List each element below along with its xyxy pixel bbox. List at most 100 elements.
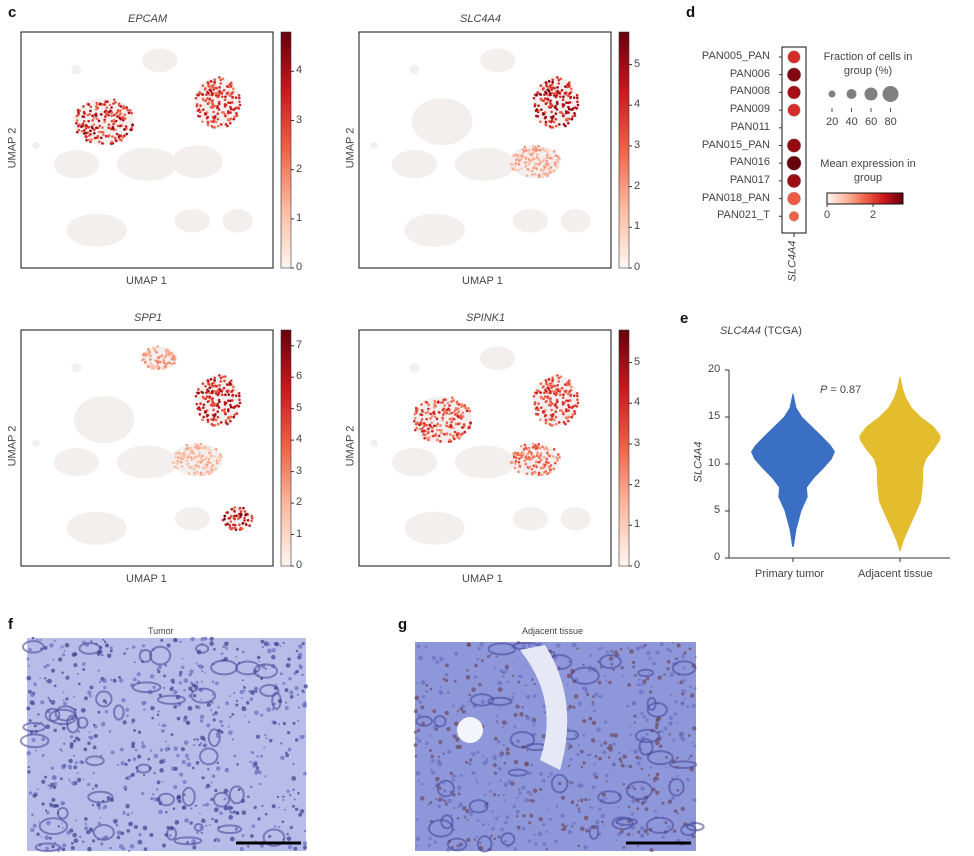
umap-cell (556, 384, 559, 387)
umap-cell (537, 158, 541, 161)
gland-structure (21, 640, 45, 654)
cell-nucleus (497, 687, 503, 692)
cell-nucleus (178, 681, 183, 685)
cell-nucleus (259, 843, 264, 848)
cell-nucleus (59, 646, 62, 649)
cell-nucleus (184, 753, 189, 758)
gland-structure (253, 663, 278, 679)
umap-cell (433, 424, 436, 428)
cell-nucleus (302, 702, 307, 708)
cell-nucleus (428, 734, 432, 737)
umap-cell (103, 118, 106, 122)
cell-nucleus (645, 718, 649, 722)
cell-nucleus (667, 799, 673, 804)
cell-nucleus (627, 647, 629, 650)
cell-nucleus (542, 842, 547, 846)
cell-nucleus (594, 754, 598, 758)
size-legend-dot (882, 86, 899, 102)
cell-nucleus (261, 804, 264, 808)
umap-cell (216, 456, 220, 459)
umap-cell (116, 115, 119, 118)
cell-nucleus (200, 831, 203, 834)
umap-cell (214, 467, 218, 471)
umap-cell (522, 447, 526, 451)
umap-cell (199, 473, 203, 477)
umap-cell (549, 99, 552, 102)
cell-nucleus (211, 693, 214, 696)
cell-nucleus (65, 697, 69, 701)
umap-cluster (479, 48, 516, 73)
umap-cell (438, 411, 441, 414)
umap-cell (101, 142, 104, 145)
cell-nucleus (534, 842, 538, 846)
cell-nucleus (133, 728, 136, 732)
umap-cell (187, 472, 191, 475)
cell-nucleus (469, 752, 472, 755)
cell-nucleus (220, 724, 224, 728)
cell-nucleus (284, 808, 286, 811)
umap-cell (451, 426, 455, 430)
cell-nucleus (132, 677, 137, 682)
umap-cell (96, 126, 100, 130)
cell-nucleus (237, 788, 241, 792)
cell-nucleus (53, 684, 57, 688)
cell-nucleus (242, 651, 245, 654)
cell-nucleus (183, 740, 189, 745)
umap-cell (220, 409, 224, 412)
umap-cell (539, 382, 543, 385)
umap-cell (203, 445, 206, 449)
umap-cell (238, 96, 241, 100)
umap-cell (527, 168, 531, 172)
cell-nucleus (73, 740, 77, 743)
cell-nucleus (176, 794, 182, 799)
cell-nucleus (625, 765, 628, 768)
umap-cell (223, 408, 227, 411)
cell-nucleus (156, 713, 160, 717)
cell-nucleus (461, 709, 466, 714)
umap-cell (208, 472, 212, 475)
cell-nucleus (529, 813, 534, 818)
umap-cell (95, 105, 98, 108)
gland-structure (84, 755, 105, 767)
size-legend-dot (846, 89, 857, 99)
umap-cell (210, 468, 214, 471)
umap-cell (556, 374, 559, 377)
cell-nucleus (112, 678, 117, 683)
cell-nucleus (435, 776, 440, 782)
cell-nucleus (582, 761, 586, 765)
umap-cell (186, 462, 190, 466)
umap-cell (220, 393, 224, 397)
cell-nucleus (292, 721, 296, 725)
umap-cell (534, 471, 537, 474)
umap-cell (202, 406, 205, 409)
umap-cell (226, 409, 230, 413)
umap-cell (538, 455, 542, 458)
cell-nucleus (492, 755, 497, 761)
cell-nucleus (132, 757, 137, 761)
colorbar-tick-label: 7 (296, 338, 303, 351)
umap-cell (238, 398, 241, 402)
umap-cell (551, 78, 554, 82)
umap-cell (108, 103, 112, 107)
umap-cell (525, 472, 529, 475)
cell-nucleus (547, 775, 550, 778)
umap-cell (557, 123, 561, 126)
umap-cell (442, 413, 445, 416)
cell-nucleus (100, 754, 103, 757)
cell-nucleus (679, 680, 684, 685)
umap-cell (461, 426, 464, 429)
cell-nucleus (583, 815, 589, 821)
umap-cell (524, 164, 528, 168)
umap-cell (535, 93, 538, 97)
umap-cell (563, 389, 567, 393)
cell-nucleus (694, 686, 697, 689)
cell-nucleus (494, 666, 497, 670)
cell-nucleus (673, 809, 678, 814)
umap-cell (541, 445, 544, 449)
cell-nucleus (519, 674, 523, 679)
umap-cell (528, 160, 532, 163)
umap-cell (429, 412, 432, 416)
cell-nucleus (299, 734, 304, 740)
umap-cell (112, 113, 116, 117)
umap-cell (514, 456, 518, 460)
